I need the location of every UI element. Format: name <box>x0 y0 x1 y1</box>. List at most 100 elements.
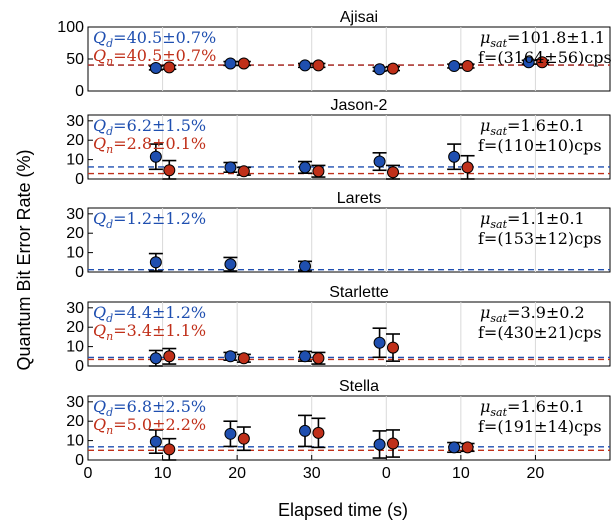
data-point-qd <box>149 256 162 269</box>
data-point-qn <box>461 441 474 454</box>
data-point-qn <box>163 164 176 177</box>
annotation-mu: μsat=1.1±0.1 <box>480 209 585 231</box>
data-point-qn <box>386 166 399 179</box>
panel-ajisai: Ajisai 0 50 100 Qd=40.5±0.7%Qn=40.5±0.7% μsat… <box>57 9 611 100</box>
annotation-qn: Qn=5.0±2.2% <box>93 415 206 437</box>
y-tick-label: 20 <box>66 225 84 242</box>
panel-stella: Stella 0 10 20 30 Qd=6.8±2.5%Qn=5.0±2.2% μsat=… <box>66 378 611 469</box>
y-tick-label: 30 <box>66 113 84 130</box>
data-point-qd <box>224 427 237 440</box>
y-tick-label: 30 <box>66 206 84 223</box>
y-tick-label: 0 <box>75 452 84 469</box>
y-tick-label: 10 <box>66 245 84 262</box>
data-point-qd <box>373 336 386 349</box>
data-point-qn <box>163 443 176 456</box>
data-point-qd <box>373 63 386 76</box>
data-point-qn <box>386 341 399 354</box>
data-point-qn <box>237 165 250 178</box>
data-point-qd <box>448 150 461 163</box>
panel-title: Larets <box>337 190 381 207</box>
data-point-qn <box>163 350 176 363</box>
data-point-qn <box>237 432 250 445</box>
data-point-qd <box>149 435 162 448</box>
data-point-qd <box>448 60 461 73</box>
data-point-qn <box>312 59 325 72</box>
annotation-f: f=(153±12)cps <box>478 229 602 248</box>
y-axis-label: Quantum Bit Error Rate (%) <box>14 149 34 370</box>
x-tick-label: 20 <box>527 465 545 482</box>
data-point-qn <box>536 56 549 69</box>
data-point-qd <box>149 352 162 365</box>
annotation-qn: Qn=40.5±0.7% <box>93 46 216 68</box>
y-tick-label: 30 <box>66 300 84 317</box>
annotation-f: f=(110±10)cps <box>478 136 602 155</box>
y-tick-label: 0 <box>75 171 84 188</box>
data-point-qn <box>312 426 325 439</box>
data-point-qn <box>237 352 250 365</box>
y-tick-label: 30 <box>66 394 84 411</box>
panel-title: Ajisai <box>340 9 378 26</box>
panel-title: Jason-2 <box>331 97 388 114</box>
annotation-mu: μsat=1.6±0.1 <box>480 397 585 419</box>
data-point-qd <box>149 61 162 74</box>
panel-starlette: Starlette 0 10 20 30 Qd=4.4±1.2%Qn=3.4±1.1% μs… <box>66 284 611 375</box>
panel-frame <box>87 26 611 92</box>
panel-frame <box>87 114 611 180</box>
y-tick-label: 10 <box>66 433 84 450</box>
annotation-mu: μsat=1.6±0.1 <box>480 116 585 138</box>
data-point-qd <box>299 161 312 174</box>
data-point-qd <box>448 441 461 454</box>
data-point-qd <box>224 57 237 70</box>
data-point-qd <box>522 56 535 69</box>
annotation-qd: Qd=4.4±1.2% <box>93 303 206 325</box>
data-point-qd <box>373 438 386 451</box>
data-point-qn <box>312 165 325 178</box>
x-tick-label: 10 <box>154 465 172 482</box>
data-point-qd <box>299 424 312 437</box>
annotation-mu: μsat=101.8±1.1 <box>480 28 605 50</box>
data-point-qn <box>461 60 474 73</box>
annotation-qd: Qd=6.2±1.5% <box>93 116 206 138</box>
data-point-qd <box>299 350 312 363</box>
x-tick-label: 0 <box>382 465 391 482</box>
y-tick-label: 10 <box>66 152 84 169</box>
x-tick-label: 0 <box>84 465 93 482</box>
panel-larets: Larets 0 10 20 30 Qd=1.2±1.2% μsat=1.1±0.1f=(1… <box>66 190 611 281</box>
y-tick-label: 20 <box>66 132 84 149</box>
data-point-qd <box>299 260 312 273</box>
y-tick-label: 20 <box>66 413 84 430</box>
y-tick-label: 0 <box>75 358 84 375</box>
annotation-qn: Qn=3.4±1.1% <box>93 321 206 343</box>
x-tick-label: 10 <box>452 465 470 482</box>
y-tick-label: 0 <box>75 83 84 100</box>
annotation-mu: μsat=3.9±0.2 <box>480 303 585 325</box>
y-tick-label: 10 <box>66 339 84 356</box>
panel-frame <box>87 207 611 273</box>
annotation-f: f=(430±21)cps <box>478 323 602 342</box>
data-point-qn <box>386 62 399 75</box>
y-tick-label: 100 <box>57 19 84 36</box>
panels: Ajisai050100Qd=40.5±0.7%Qn=40.5±0.7%μsat… <box>57 9 611 482</box>
x-axis-label: Elapsed time (s) <box>278 500 408 520</box>
annotation-qd: Qd=40.5±0.7% <box>93 28 216 50</box>
annotation-qn: Qn=2.8±0.1% <box>93 134 206 156</box>
data-point-qd <box>224 350 237 363</box>
annotation-qd: Qd=1.2±1.2% <box>93 209 206 231</box>
x-tick-label: 20 <box>228 465 246 482</box>
data-point-qd <box>373 155 386 168</box>
data-point-qd <box>149 150 162 163</box>
y-tick-label: 50 <box>66 51 84 68</box>
y-tick-label: 20 <box>66 319 84 336</box>
panel-jason-2: Jason-2 0 10 20 30 Qd=6.2±1.5%Qn=2.8±0.1% μsat… <box>66 97 611 188</box>
data-point-qd <box>224 258 237 271</box>
annotation-f: f=(3164±56)cps <box>478 48 612 67</box>
annotation-f: f=(191±14)cps <box>478 417 602 436</box>
x-tick-label: 30 <box>303 465 321 482</box>
data-point-qd <box>224 161 237 174</box>
data-point-qn <box>386 437 399 450</box>
y-tick-label: 0 <box>75 264 84 281</box>
annotation-qd: Qd=6.8±2.5% <box>93 397 206 419</box>
data-point-qn <box>461 161 474 174</box>
data-point-qn <box>163 61 176 74</box>
